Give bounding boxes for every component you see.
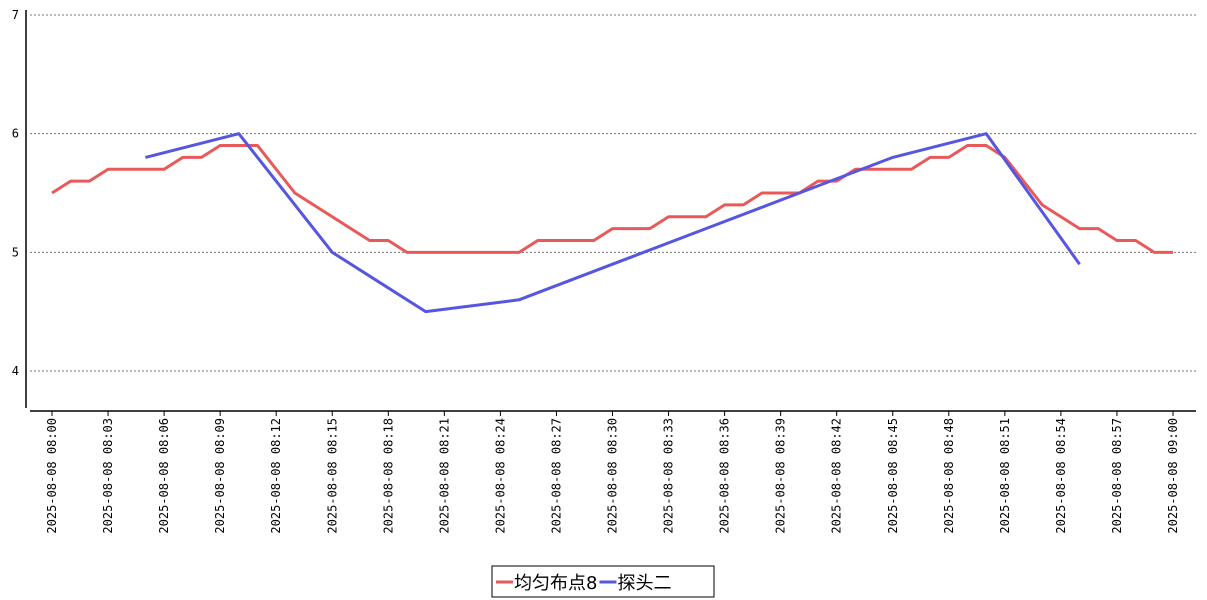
x-tick-label: 2025-08-08 08:51 <box>998 418 1012 534</box>
x-tick-label: 2025-08-08 08:42 <box>830 418 844 534</box>
y-tick-labels: 4 5 6 7 <box>12 8 19 378</box>
x-tick-label: 2025-08-08 08:03 <box>101 418 115 534</box>
x-tick-label: 2025-08-08 08:45 <box>886 418 900 534</box>
legend-label-2[interactable]: 探头二 <box>617 573 671 594</box>
x-tick-label: 2025-08-08 08:09 <box>213 418 227 534</box>
legend[interactable]: 均匀布点8 探头二 <box>491 565 715 598</box>
x-tick-label: 2025-08-08 08:54 <box>1054 418 1068 534</box>
x-tick-label: 2025-08-08 08:06 <box>157 418 171 534</box>
x-tick-label: 2025-08-08 08:33 <box>662 418 676 534</box>
series-line-1 <box>51 144 1173 254</box>
x-tick-label: 2025-08-08 08:21 <box>437 418 451 534</box>
x-tick-label: 2025-08-08 08:12 <box>269 418 283 534</box>
series-lines <box>51 132 1173 314</box>
y-tick-label: 4 <box>12 364 19 378</box>
legend-label-1[interactable]: 均匀布点8 <box>514 573 597 594</box>
x-tick-label: 2025-08-08 08:30 <box>606 418 620 534</box>
x-tick-label: 2025-08-08 08:36 <box>718 418 732 534</box>
axes <box>25 10 1196 412</box>
x-tick-label: 2025-08-08 09:00 <box>1166 418 1180 534</box>
x-tick-label: 2025-08-08 08:39 <box>774 418 788 534</box>
x-tick-labels: 2025-08-08 08:00 2025-08-08 08:03 2025-08-… <box>45 411 1180 534</box>
series-line-2 <box>145 132 1081 314</box>
y-tick-label: 5 <box>12 245 19 259</box>
x-tick-label: 2025-08-08 08:00 <box>45 418 59 534</box>
x-tick-label: 2025-08-08 08:15 <box>325 418 339 534</box>
x-tick-label: 2025-08-08 08:27 <box>549 418 563 534</box>
x-tick-label: 2025-08-08 08:18 <box>381 418 395 534</box>
y-gridlines <box>30 14 1196 372</box>
x-tick-label: 2025-08-08 08:48 <box>942 418 956 534</box>
x-tick-label: 2025-08-08 08:57 <box>1110 418 1124 534</box>
x-tick-label: 2025-08-08 08:24 <box>493 418 507 534</box>
y-tick-label: 7 <box>12 8 19 22</box>
y-tick-label: 6 <box>12 127 19 141</box>
